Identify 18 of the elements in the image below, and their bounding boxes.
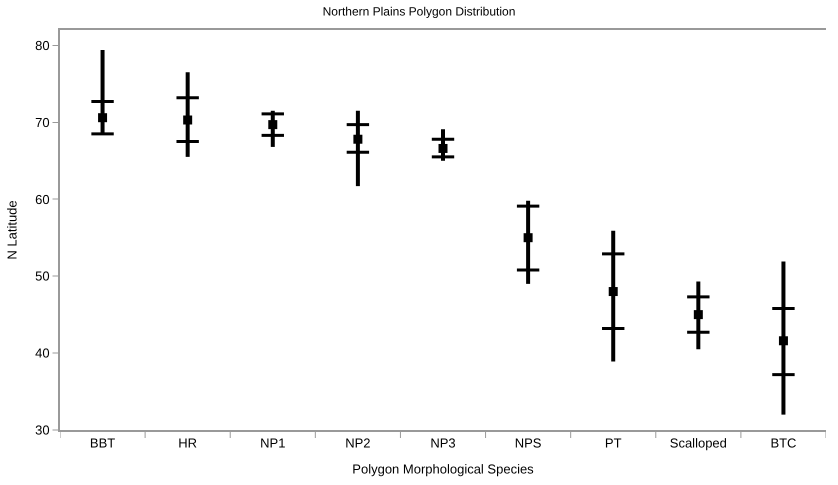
x-tick-label: BBT <box>90 435 116 450</box>
x-tick-label: NP2 <box>345 435 371 450</box>
x-tick-label: NPS <box>514 435 542 450</box>
y-tick-label: 70 <box>35 114 50 130</box>
x-tick-label: Scalloped <box>670 435 727 450</box>
x-tick-label: PT <box>604 435 622 450</box>
x-tick-label: NP3 <box>430 435 456 450</box>
y-tick-label: 80 <box>35 38 50 53</box>
y-tick-label: 40 <box>35 346 50 361</box>
chart-title: Northern Plains Polygon Distribution <box>322 4 516 19</box>
y-tick-label: 30 <box>35 422 50 438</box>
y-axis-title: N Latitude <box>4 200 20 260</box>
y-tick-label: 60 <box>35 192 50 207</box>
y-tick-label: 50 <box>35 268 50 284</box>
x-tick-label: HR <box>178 435 198 450</box>
x-tick-label: BTC <box>770 435 796 450</box>
x-axis-title: Polygon Morphological Species <box>352 461 534 476</box>
x-tick-label: NP1 <box>260 435 286 450</box>
